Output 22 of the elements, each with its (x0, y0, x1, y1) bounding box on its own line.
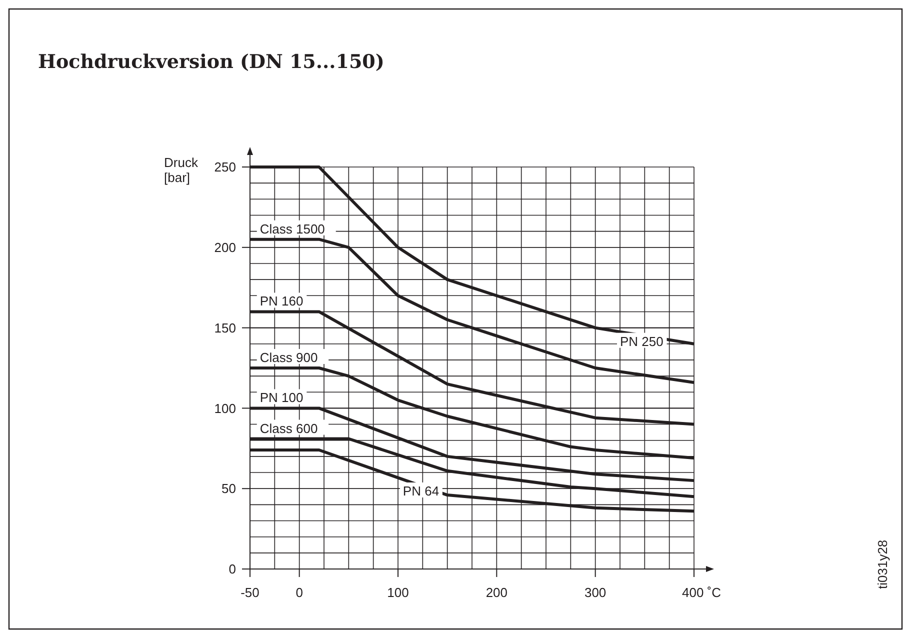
series-label: Class 600 (260, 420, 318, 436)
y-tick-label: 250 (214, 160, 236, 175)
y-tick-label: 150 (214, 320, 236, 336)
series-label: Class 900 (260, 350, 318, 365)
y-tick-label: 50 (222, 481, 236, 496)
series-label: PN 64 (402, 483, 440, 498)
series-label: PN 100 (260, 390, 304, 406)
y-axis-title: Druck [bar] (164, 155, 198, 185)
x-tick-label: 300 (584, 585, 606, 600)
y-tick-label: 200 (214, 240, 236, 255)
chart-title: Hochdruckversion (DN 15...150) (38, 51, 384, 73)
x-tick-label: 0 (296, 585, 303, 600)
series-label: PN 160 (260, 294, 304, 309)
x-tick-label: -50 (240, 585, 260, 600)
text: ti031y28 (875, 540, 890, 589)
series-label: Class 1500 (260, 221, 325, 236)
y-tick-label: 0 (228, 562, 236, 577)
x-tick-label: 400 ˚C (682, 585, 722, 600)
x-tick-label: 200 (486, 585, 508, 600)
series-label: PN 250 (620, 334, 664, 349)
x-tick-label: 100 (387, 585, 409, 600)
y-tick-label: 100 (214, 400, 236, 416)
